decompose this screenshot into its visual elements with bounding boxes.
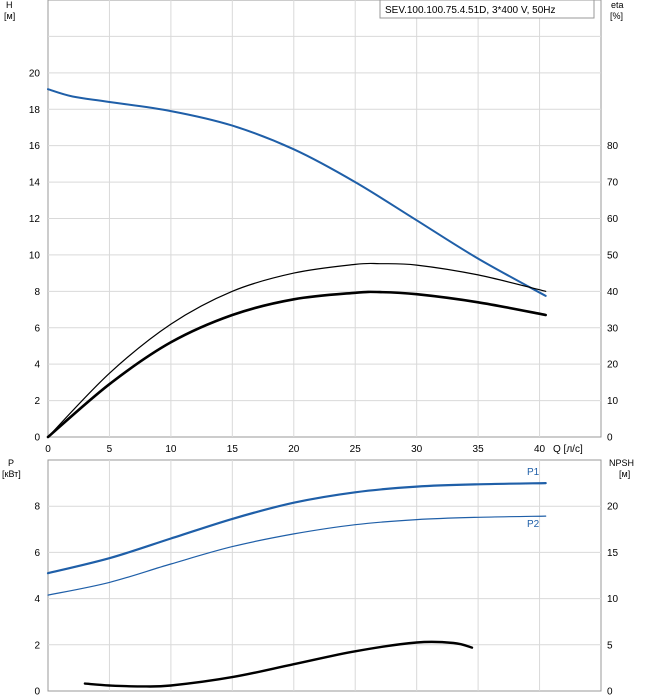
bottom-plot-area bbox=[47, 459, 602, 692]
top-x-axis-label: Q [л/с] bbox=[553, 444, 583, 455]
curve-eta-hydraulic bbox=[46, 290, 547, 439]
bot-left-tick-label: 4 bbox=[34, 594, 40, 605]
model-title-box bbox=[379, 0, 595, 19]
curve-p1 bbox=[46, 482, 547, 575]
top-curves bbox=[46, 88, 547, 439]
bot-left-tick-label: 8 bbox=[34, 502, 40, 513]
model-title: SEV.100.100.75.4.51D, 3*400 V, 50Hz bbox=[385, 5, 556, 16]
top-left-tick-label: 6 bbox=[34, 323, 40, 334]
bottom-left-axis-label-line1: P bbox=[8, 458, 14, 468]
top-right-tick-label: 0 bbox=[607, 433, 613, 444]
bot-left-tick-label: 2 bbox=[34, 640, 40, 651]
x-tick-label: 40 bbox=[534, 444, 546, 455]
curve-npsh bbox=[83, 640, 474, 688]
bottom-grid bbox=[48, 460, 601, 691]
bot-right-tick-label: 5 bbox=[607, 640, 613, 651]
top-right-tick-label: 60 bbox=[607, 214, 619, 225]
top-left-axis-label-line1: H bbox=[6, 0, 13, 10]
bot-right-tick-label: 10 bbox=[607, 594, 619, 605]
x-tick-label: 0 bbox=[45, 444, 51, 455]
top-right-tick-label: 20 bbox=[607, 360, 619, 371]
bot-right-tick-label: 15 bbox=[607, 548, 619, 559]
top-right-tick-label: 30 bbox=[607, 323, 619, 334]
top-grid bbox=[48, 0, 601, 437]
series-label-p2: P2 bbox=[527, 519, 540, 530]
bot-right-tick-label: 20 bbox=[607, 502, 619, 513]
top-right-tick-label: 10 bbox=[607, 396, 619, 407]
curve-eta-total bbox=[47, 262, 547, 438]
curve-p2 bbox=[47, 515, 547, 596]
top-left-tick-label: 4 bbox=[34, 360, 40, 371]
top-right-tick-label: 50 bbox=[607, 250, 619, 261]
x-tick-label: 20 bbox=[288, 444, 300, 455]
top-left-tick-label: 8 bbox=[34, 287, 40, 298]
x-tick-label: 5 bbox=[107, 444, 113, 455]
top-left-tick-label: 10 bbox=[29, 250, 41, 261]
curve-h bbox=[47, 88, 547, 297]
x-tick-label: 35 bbox=[473, 444, 485, 455]
top-right-tick-label: 80 bbox=[607, 141, 619, 152]
x-tick-label: 15 bbox=[227, 444, 239, 455]
bottom-right-axis-label-line2: [м] bbox=[619, 469, 630, 479]
top-panel: 0 2 4 6 8 10 12 14 16 18 20 0 10 20 30 40 50 60 70 80 0 5 10 15… bbox=[4, 0, 624, 455]
top-left-tick-label: 16 bbox=[29, 141, 41, 152]
top-left-axis-label-line2: [м] bbox=[4, 11, 15, 21]
bottom-right-axis-label-line1: NPSH bbox=[609, 458, 634, 468]
top-right-axis-label-line1: eta bbox=[611, 0, 624, 10]
top-left-tick-label: 14 bbox=[29, 178, 41, 189]
top-left-tick-label: 18 bbox=[29, 105, 41, 116]
top-right-tick-label: 70 bbox=[607, 178, 619, 189]
bottom-panel: 0 2 4 6 8 0 5 10 15 20 P [кВт] NPSH [м] P1 P2 bbox=[2, 458, 634, 698]
bottom-ticks: 0 2 4 6 8 0 5 10 15 20 bbox=[34, 502, 618, 698]
x-tick-label: 25 bbox=[350, 444, 362, 455]
top-left-tick-label: 0 bbox=[34, 433, 40, 444]
top-right-tick-label: 40 bbox=[607, 287, 619, 298]
bot-right-tick-label: 0 bbox=[607, 687, 613, 698]
top-left-tick-label: 20 bbox=[29, 68, 41, 79]
top-left-tick-label: 12 bbox=[29, 214, 41, 225]
top-ticks: 0 2 4 6 8 10 12 14 16 18 20 0 10 20 30 40 50 60 70 80 0 5 10 15… bbox=[29, 68, 619, 455]
top-left-tick-label: 2 bbox=[34, 396, 40, 407]
bottom-curves bbox=[46, 482, 547, 688]
x-tick-label: 10 bbox=[165, 444, 177, 455]
series-label-p1: P1 bbox=[527, 467, 540, 478]
top-right-axis-label-line2: [%] bbox=[610, 11, 623, 21]
bot-left-tick-label: 0 bbox=[34, 687, 40, 698]
bottom-left-axis-label-line2: [кВт] bbox=[2, 469, 21, 479]
bot-left-tick-label: 6 bbox=[34, 548, 40, 559]
x-tick-label: 30 bbox=[411, 444, 423, 455]
